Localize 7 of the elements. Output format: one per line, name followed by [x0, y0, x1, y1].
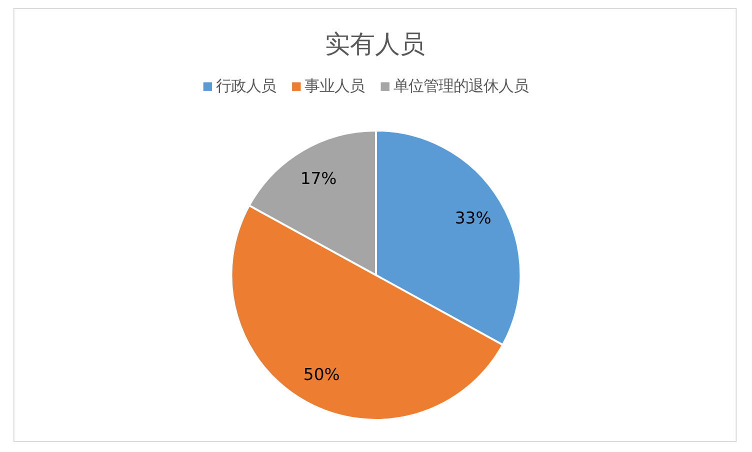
data-label: 50% — [303, 364, 340, 384]
chart-title: 实有人员 — [325, 29, 425, 58]
legend-label: 事业人员 — [304, 76, 365, 95]
legend-label: 行政人员 — [216, 76, 276, 95]
data-label: 33% — [454, 208, 492, 228]
data-label: 17% — [300, 168, 337, 188]
legend-label: 单位管理的退休人员 — [393, 76, 528, 95]
